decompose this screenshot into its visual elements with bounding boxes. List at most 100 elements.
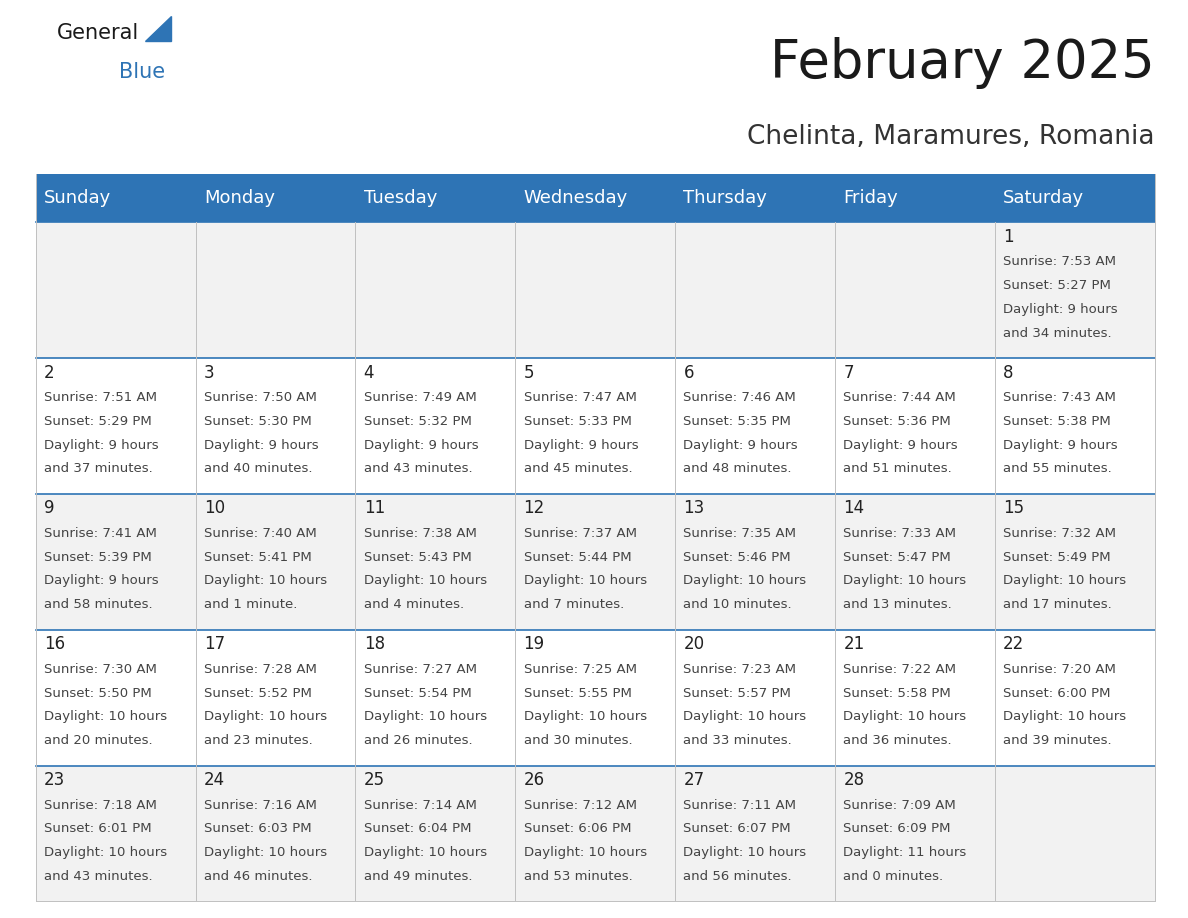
Text: 24: 24 (204, 771, 225, 789)
Text: Sunrise: 7:35 AM: Sunrise: 7:35 AM (683, 527, 796, 540)
Text: Daylight: 10 hours: Daylight: 10 hours (683, 846, 807, 859)
Text: Sunset: 5:33 PM: Sunset: 5:33 PM (524, 415, 632, 428)
Text: Sunrise: 7:25 AM: Sunrise: 7:25 AM (524, 663, 637, 676)
Text: Sunrise: 7:30 AM: Sunrise: 7:30 AM (44, 663, 157, 676)
Text: Blue: Blue (119, 62, 165, 82)
Text: and 56 minutes.: and 56 minutes. (683, 870, 792, 883)
Text: Sunrise: 7:47 AM: Sunrise: 7:47 AM (524, 391, 637, 404)
Bar (196, 766, 355, 901)
Text: Sunset: 5:41 PM: Sunset: 5:41 PM (204, 551, 311, 564)
Text: and 1 minute.: and 1 minute. (204, 599, 297, 611)
Text: Daylight: 10 hours: Daylight: 10 hours (44, 711, 168, 723)
Bar (36, 766, 196, 901)
Text: and 33 minutes.: and 33 minutes. (683, 734, 792, 747)
Text: Friday: Friday (843, 189, 898, 207)
Bar (36, 174, 196, 222)
Text: Daylight: 9 hours: Daylight: 9 hours (524, 439, 638, 452)
Text: Daylight: 10 hours: Daylight: 10 hours (1003, 711, 1126, 723)
Text: 10: 10 (204, 499, 225, 518)
Bar (196, 174, 355, 222)
Text: Daylight: 10 hours: Daylight: 10 hours (524, 575, 646, 588)
Text: 15: 15 (1003, 499, 1024, 518)
Text: Sunrise: 7:44 AM: Sunrise: 7:44 AM (843, 391, 956, 404)
Text: and 7 minutes.: and 7 minutes. (524, 599, 624, 611)
Text: and 13 minutes.: and 13 minutes. (843, 599, 952, 611)
Text: and 49 minutes.: and 49 minutes. (364, 870, 472, 883)
Text: Sunrise: 7:49 AM: Sunrise: 7:49 AM (364, 391, 476, 404)
Text: Sunrise: 7:12 AM: Sunrise: 7:12 AM (524, 799, 637, 812)
Text: 7: 7 (843, 364, 854, 382)
Bar (675, 494, 835, 630)
Text: Sunrise: 7:53 AM: Sunrise: 7:53 AM (1003, 255, 1117, 268)
Text: 8: 8 (1003, 364, 1013, 382)
Text: and 17 minutes.: and 17 minutes. (1003, 599, 1112, 611)
Bar (36, 494, 196, 630)
Text: Sunset: 6:00 PM: Sunset: 6:00 PM (1003, 687, 1111, 700)
Bar (355, 358, 516, 494)
Text: Sunset: 5:49 PM: Sunset: 5:49 PM (1003, 551, 1111, 564)
Text: 20: 20 (683, 635, 704, 654)
Text: Daylight: 9 hours: Daylight: 9 hours (1003, 439, 1118, 452)
Text: Sunset: 5:43 PM: Sunset: 5:43 PM (364, 551, 472, 564)
Text: and 53 minutes.: and 53 minutes. (524, 870, 632, 883)
Text: and 20 minutes.: and 20 minutes. (44, 734, 152, 747)
Bar (994, 494, 1155, 630)
Text: and 37 minutes.: and 37 minutes. (44, 463, 153, 476)
Text: 19: 19 (524, 635, 544, 654)
Bar (994, 766, 1155, 901)
Text: Sunrise: 7:23 AM: Sunrise: 7:23 AM (683, 663, 796, 676)
Text: Sunrise: 7:50 AM: Sunrise: 7:50 AM (204, 391, 317, 404)
Text: 3: 3 (204, 364, 215, 382)
Text: Daylight: 10 hours: Daylight: 10 hours (204, 711, 327, 723)
Text: Daylight: 9 hours: Daylight: 9 hours (44, 439, 158, 452)
Bar (835, 766, 994, 901)
Text: and 0 minutes.: and 0 minutes. (843, 870, 943, 883)
Bar (835, 174, 994, 222)
Text: February 2025: February 2025 (770, 37, 1155, 89)
Text: Daylight: 10 hours: Daylight: 10 hours (843, 575, 966, 588)
Text: Chelinta, Maramures, Romania: Chelinta, Maramures, Romania (747, 124, 1155, 150)
Text: 28: 28 (843, 771, 865, 789)
Text: and 58 minutes.: and 58 minutes. (44, 599, 152, 611)
Text: Daylight: 9 hours: Daylight: 9 hours (364, 439, 479, 452)
Bar (994, 174, 1155, 222)
Text: 25: 25 (364, 771, 385, 789)
Text: Sunrise: 7:33 AM: Sunrise: 7:33 AM (843, 527, 956, 540)
Text: Monday: Monday (204, 189, 274, 207)
Text: 13: 13 (683, 499, 704, 518)
Text: Daylight: 9 hours: Daylight: 9 hours (44, 575, 158, 588)
Text: Sunset: 5:58 PM: Sunset: 5:58 PM (843, 687, 952, 700)
Text: Sunrise: 7:41 AM: Sunrise: 7:41 AM (44, 527, 157, 540)
Text: Sunset: 6:03 PM: Sunset: 6:03 PM (204, 823, 311, 835)
Bar (675, 766, 835, 901)
Text: and 45 minutes.: and 45 minutes. (524, 463, 632, 476)
Text: Daylight: 10 hours: Daylight: 10 hours (364, 575, 487, 588)
Text: Sunrise: 7:28 AM: Sunrise: 7:28 AM (204, 663, 317, 676)
Bar (516, 630, 675, 766)
Text: and 4 minutes.: and 4 minutes. (364, 599, 463, 611)
Bar (355, 494, 516, 630)
Text: Sunrise: 7:32 AM: Sunrise: 7:32 AM (1003, 527, 1117, 540)
Bar (196, 222, 355, 358)
Bar (835, 630, 994, 766)
Text: Sunrise: 7:51 AM: Sunrise: 7:51 AM (44, 391, 157, 404)
Text: Daylight: 10 hours: Daylight: 10 hours (683, 711, 807, 723)
Text: Sunrise: 7:38 AM: Sunrise: 7:38 AM (364, 527, 476, 540)
Bar (36, 630, 196, 766)
Text: Tuesday: Tuesday (364, 189, 437, 207)
Text: and 51 minutes.: and 51 minutes. (843, 463, 952, 476)
Bar (355, 630, 516, 766)
Text: Sunset: 5:47 PM: Sunset: 5:47 PM (843, 551, 952, 564)
Text: 16: 16 (44, 635, 65, 654)
Text: and 30 minutes.: and 30 minutes. (524, 734, 632, 747)
Text: Daylight: 9 hours: Daylight: 9 hours (1003, 303, 1118, 316)
Bar (355, 222, 516, 358)
Text: 27: 27 (683, 771, 704, 789)
Text: Sunset: 5:30 PM: Sunset: 5:30 PM (204, 415, 311, 428)
Text: Sunset: 5:57 PM: Sunset: 5:57 PM (683, 687, 791, 700)
Text: 9: 9 (44, 499, 55, 518)
Text: Sunrise: 7:18 AM: Sunrise: 7:18 AM (44, 799, 157, 812)
Text: 17: 17 (204, 635, 225, 654)
Bar (835, 222, 994, 358)
Text: Daylight: 10 hours: Daylight: 10 hours (683, 575, 807, 588)
